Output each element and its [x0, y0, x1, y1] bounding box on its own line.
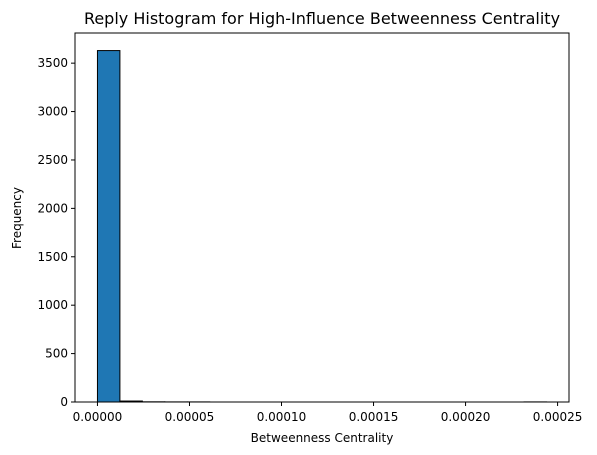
plot-frame	[74, 32, 570, 403]
y-tick-label: 3000	[37, 105, 68, 119]
x-tick-label: 0.00025	[533, 410, 583, 424]
y-tick-label: 500	[45, 347, 68, 361]
y-axis-ticks: 0 500 1000 1500 2000 2500 3000 3500	[37, 56, 75, 409]
chart-title: Reply Histogram for High-Influence Betwe…	[84, 9, 560, 28]
y-tick-label: 3500	[37, 56, 68, 70]
x-axis-label: Betweenness Centrality	[251, 431, 394, 445]
y-axis-label: Frequency	[10, 187, 24, 249]
x-axis-ticks: 0.00000 0.00005 0.00010 0.00015 0.00020 0.000…	[73, 402, 583, 424]
x-tick-label: 0.00000	[73, 410, 123, 424]
y-tick-label: 2500	[37, 153, 68, 167]
x-tick-label: 0.00015	[349, 410, 399, 424]
y-tick-label: 2000	[37, 201, 68, 215]
x-tick-label: 0.00020	[441, 410, 491, 424]
y-tick-label: 1000	[37, 298, 68, 312]
y-tick-label: 1500	[37, 250, 68, 264]
x-tick-label: 0.00005	[165, 410, 215, 424]
y-tick-label: 0	[60, 395, 68, 409]
histogram-bar	[96, 50, 121, 403]
x-tick-label: 0.00010	[257, 410, 307, 424]
